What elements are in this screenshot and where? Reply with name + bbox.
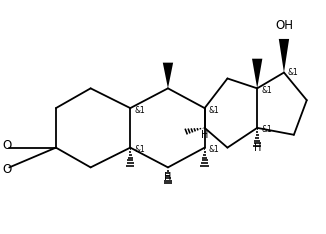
Text: &1: &1 — [209, 106, 219, 115]
Polygon shape — [163, 63, 173, 88]
Text: &1: &1 — [261, 125, 272, 134]
Polygon shape — [279, 39, 289, 73]
Text: O: O — [2, 163, 12, 176]
Text: &1: &1 — [261, 86, 272, 95]
Text: H: H — [254, 143, 261, 153]
Polygon shape — [252, 59, 262, 88]
Text: &1: &1 — [209, 145, 219, 154]
Text: &1: &1 — [288, 68, 299, 77]
Text: O: O — [2, 139, 12, 152]
Text: H: H — [201, 130, 208, 140]
Text: OH: OH — [275, 19, 293, 32]
Text: &1: &1 — [134, 145, 145, 154]
Text: H: H — [164, 172, 172, 182]
Text: &1: &1 — [134, 106, 145, 115]
